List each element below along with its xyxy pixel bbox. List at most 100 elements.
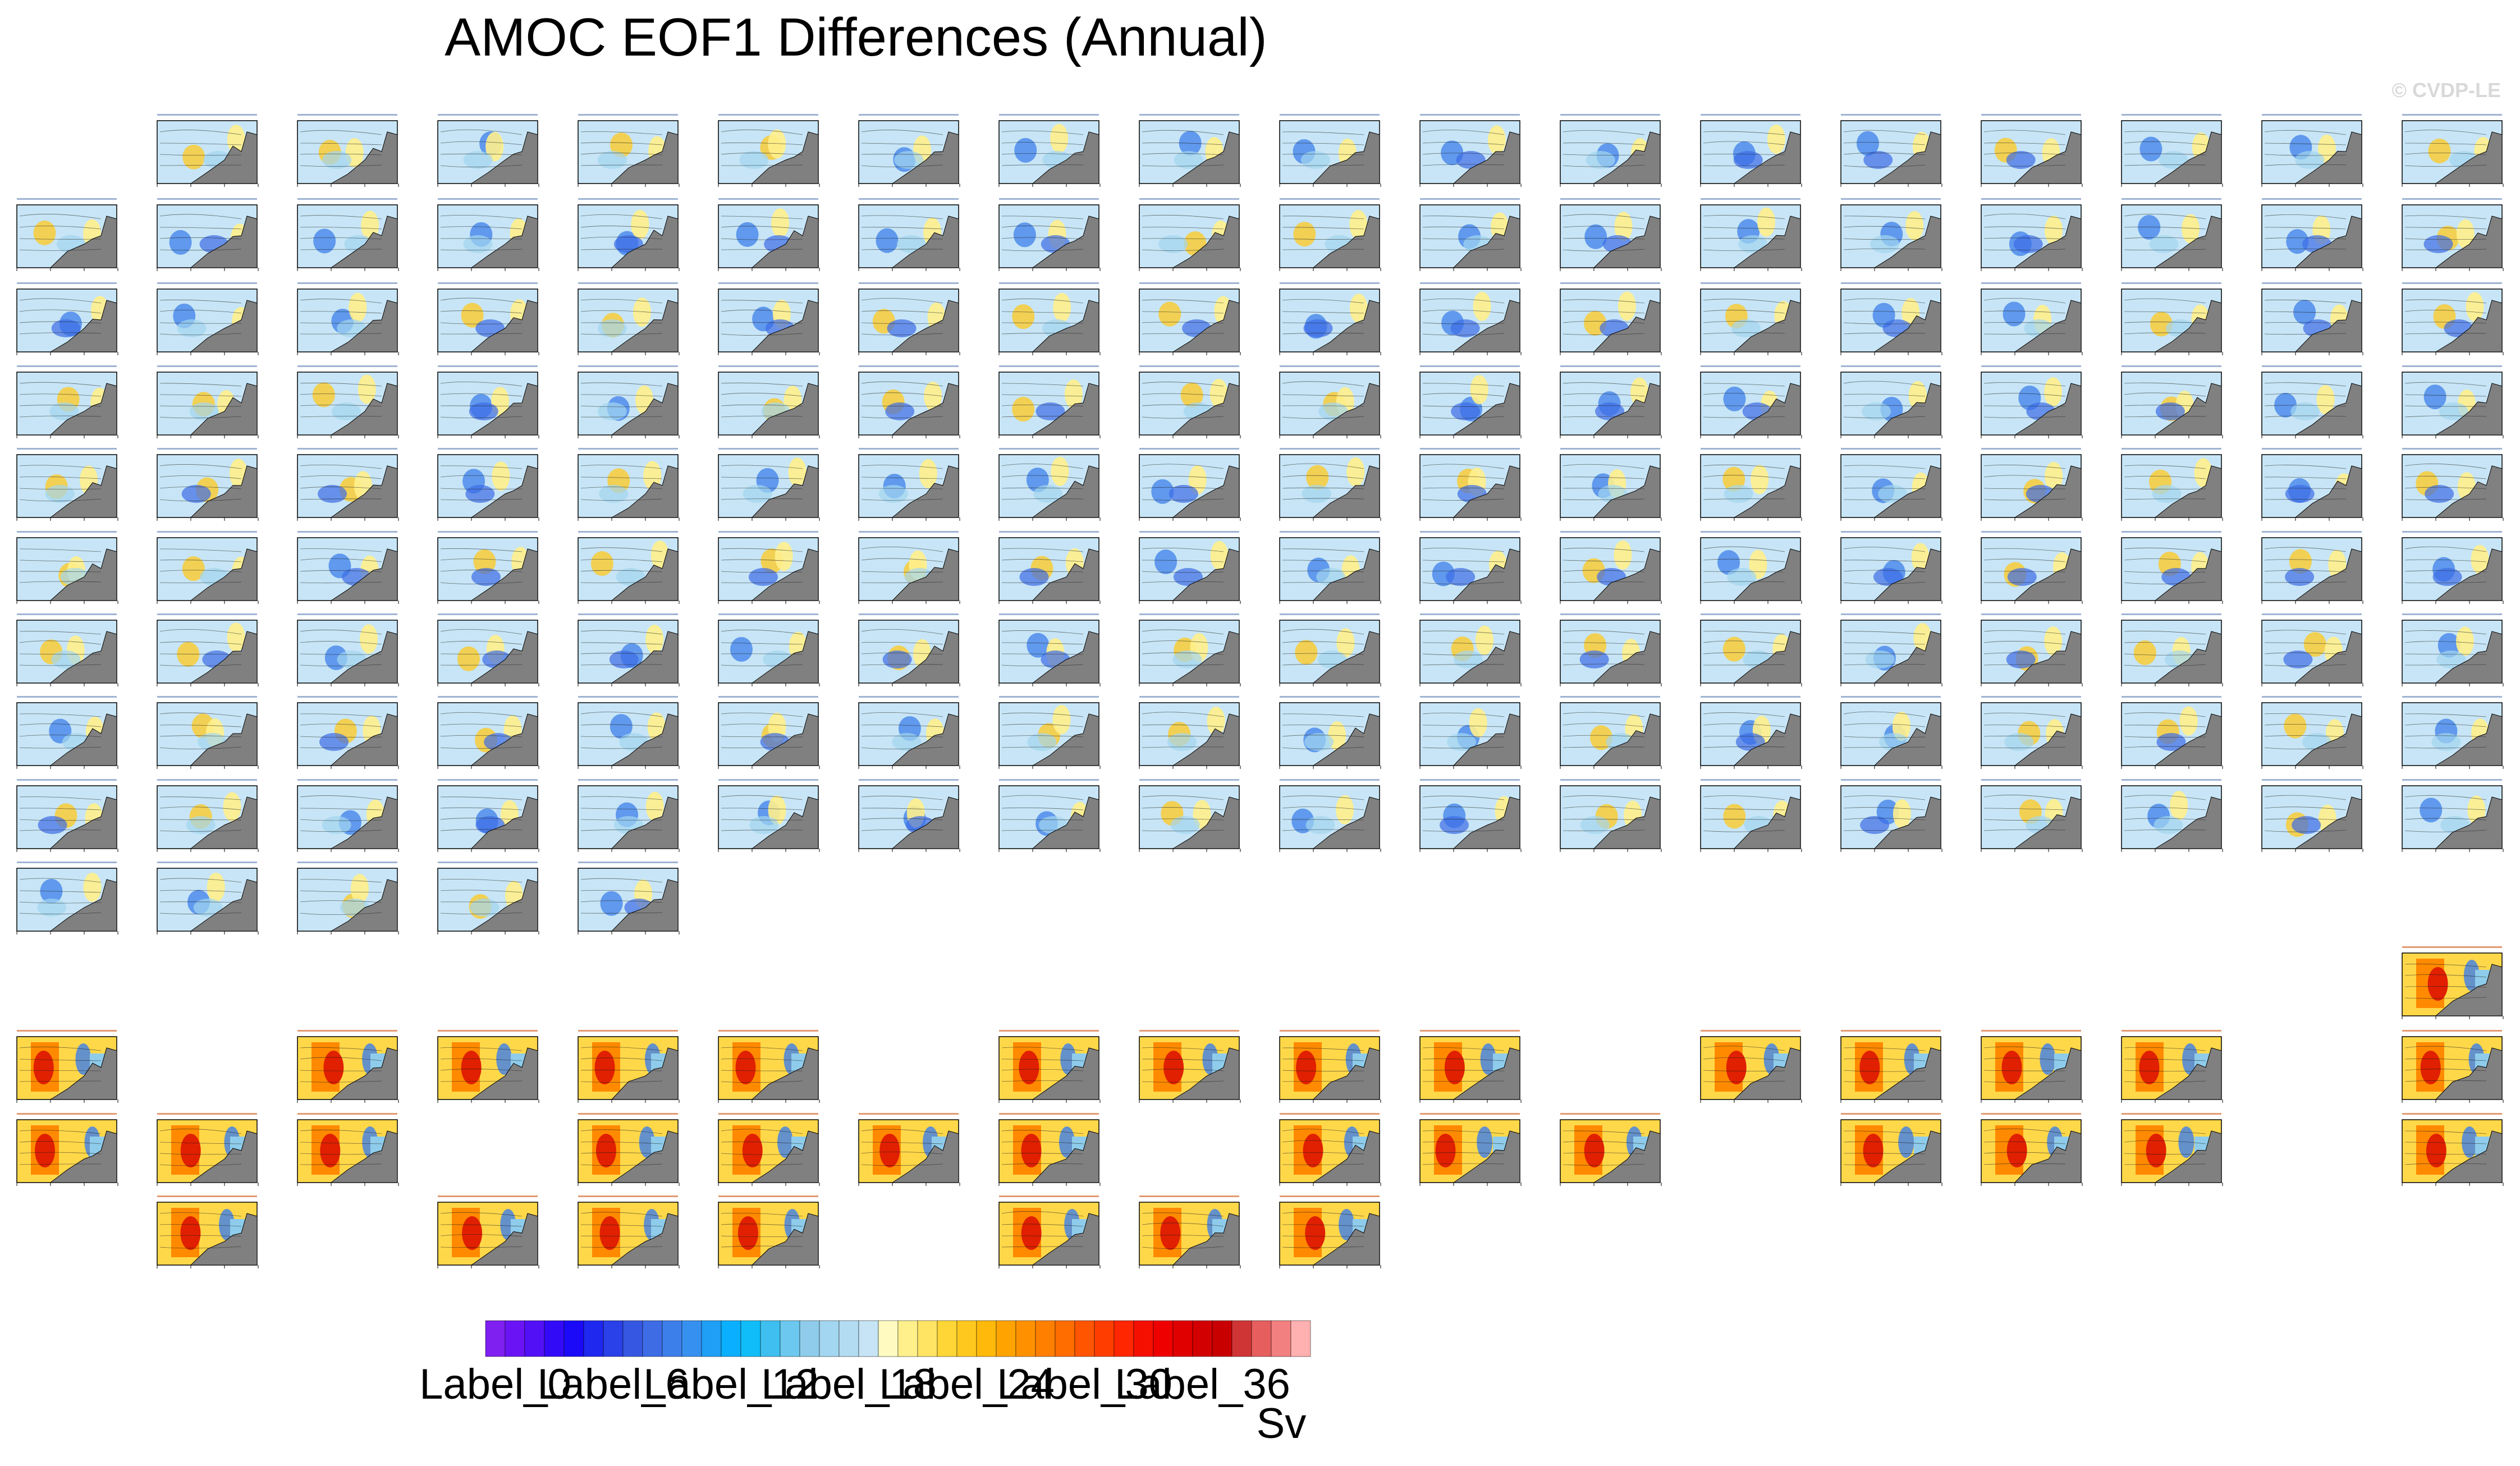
panel (16, 696, 118, 769)
panel (2261, 696, 2363, 769)
panel (998, 531, 1101, 604)
panel (157, 114, 259, 187)
panel (1419, 365, 1522, 438)
colorbar-box (583, 1320, 604, 1357)
panel (1560, 779, 1662, 852)
colorbar-tick-label: Label_18 (761, 1360, 937, 1408)
panel (437, 862, 539, 934)
panel (1981, 114, 2083, 187)
panel (578, 114, 680, 187)
panel (297, 365, 399, 438)
panel (2121, 365, 2223, 438)
panel (1700, 365, 1802, 438)
panel (2402, 365, 2504, 438)
colorbar-tick-label: Label_6 (537, 1360, 689, 1408)
colorbar-box (662, 1320, 682, 1357)
colorbar-units-label: Sv (1257, 1400, 1307, 1447)
panel (1419, 282, 1522, 355)
panel (437, 613, 539, 686)
panel (718, 282, 820, 355)
colorbar-box (524, 1320, 545, 1357)
colorbar-box (819, 1320, 840, 1357)
panel (998, 365, 1101, 438)
panel (1981, 1113, 2083, 1186)
panel (998, 613, 1101, 686)
panel (437, 365, 539, 438)
panel (1419, 114, 1522, 187)
panel (157, 862, 259, 934)
panel (2402, 1030, 2504, 1103)
colorbar: Label_0Label_6Label_12Label_18Label_24La… (419, 1320, 1311, 1447)
panel (718, 114, 820, 187)
colorbar-box (976, 1320, 997, 1357)
panel (16, 1030, 118, 1103)
panel (858, 696, 960, 769)
panel (2261, 365, 2363, 438)
panel (578, 198, 680, 271)
colorbar-box (563, 1320, 584, 1357)
panel (718, 198, 820, 271)
panel (1700, 779, 1802, 852)
panel (1279, 779, 1381, 852)
panel (1560, 613, 1662, 686)
panel (157, 198, 259, 271)
panel (1700, 696, 1802, 769)
panel (1981, 779, 2083, 852)
colorbar-tick-label: Label_0 (419, 1360, 571, 1408)
colorbar-box (956, 1320, 977, 1357)
panel (297, 613, 399, 686)
watermark: © CVDP-LE (2391, 79, 2501, 102)
panel (1560, 198, 1662, 271)
panel (718, 365, 820, 438)
panel (718, 1030, 820, 1103)
panel (578, 365, 680, 438)
panel (998, 448, 1101, 521)
colorbar-box (858, 1320, 879, 1357)
panel (1560, 448, 1662, 521)
panel (2121, 613, 2223, 686)
panel (437, 1030, 539, 1103)
panel (16, 862, 118, 934)
panel (2402, 448, 2504, 521)
panel (858, 365, 960, 438)
panel (1840, 448, 1942, 521)
panel (1139, 365, 1241, 438)
panel (998, 1195, 1101, 1268)
colorbar-box (544, 1320, 565, 1357)
panel (2402, 531, 2504, 604)
colorbar-box (1133, 1320, 1154, 1357)
panel (858, 448, 960, 521)
panel (157, 1195, 259, 1268)
colorbar-tick-label: Label_12 (643, 1360, 819, 1408)
panel (437, 1195, 539, 1268)
colorbar-box (1094, 1320, 1115, 1357)
panel (2121, 1030, 2223, 1103)
panel (2261, 531, 2363, 604)
colorbar-box (996, 1320, 1016, 1357)
panel (1279, 696, 1381, 769)
panel (437, 531, 539, 604)
panel (1560, 1113, 1662, 1186)
panel (1840, 1030, 1942, 1103)
panel (1560, 696, 1662, 769)
colorbar-box (1035, 1320, 1056, 1357)
panel (2121, 696, 2223, 769)
panel (1700, 198, 1802, 271)
panel (2121, 282, 2223, 355)
panel (718, 696, 820, 769)
panel (1139, 1195, 1241, 1268)
panel (1419, 779, 1522, 852)
panel (157, 779, 259, 852)
panel (1279, 531, 1381, 604)
panel (2121, 114, 2223, 187)
panel (1139, 282, 1241, 355)
panel (1700, 531, 1802, 604)
panel (1840, 779, 1942, 852)
colorbar-tick-label: Label_36 (1115, 1360, 1290, 1408)
panel (2402, 1113, 2504, 1186)
colorbar-box (740, 1320, 761, 1357)
panel (16, 613, 118, 686)
colorbar-box (1212, 1320, 1232, 1357)
colorbar-box (1271, 1320, 1291, 1357)
panel (1419, 531, 1522, 604)
